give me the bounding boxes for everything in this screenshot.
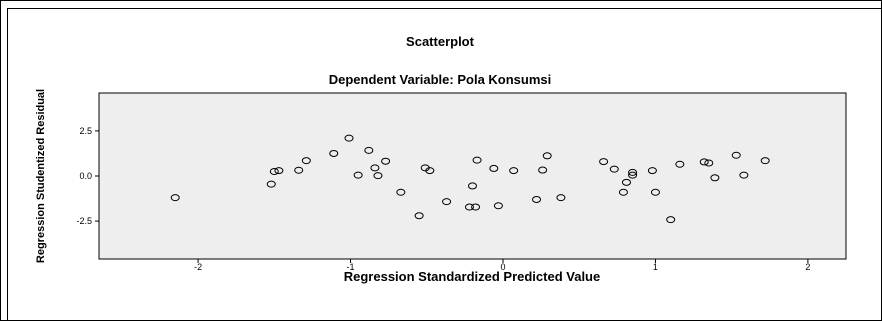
scatter-point	[489, 164, 499, 172]
scatter-point	[468, 182, 477, 190]
figure-inner-top-border	[7, 8, 881, 9]
scatter-point	[266, 180, 276, 188]
scatter-point	[353, 171, 363, 179]
scatter-point	[294, 166, 304, 174]
scatter-point	[414, 212, 424, 220]
scatter-point	[628, 171, 638, 179]
scatter-point	[301, 157, 311, 165]
figure-inner-left-border	[7, 8, 8, 320]
data-points	[170, 134, 770, 224]
scatter-point	[381, 157, 391, 165]
scatter-point	[464, 203, 474, 211]
x-tick-label: 1	[653, 262, 658, 272]
scatter-point	[344, 134, 354, 142]
scatter-point	[538, 166, 548, 174]
chart-title: Scatterplot	[406, 34, 475, 49]
scatter-point	[396, 188, 406, 196]
scatter-point	[647, 167, 657, 175]
scatter-point	[532, 195, 542, 203]
plot-area	[98, 92, 847, 260]
scatter-point	[699, 158, 709, 166]
x-tick-label: 2	[805, 262, 810, 272]
scatter-point	[329, 149, 339, 157]
scatter-point	[509, 167, 519, 175]
scatter-point	[274, 167, 284, 175]
scatter-point	[472, 156, 482, 164]
scatter-point	[599, 158, 609, 166]
scatter-point	[364, 146, 374, 154]
scatter-point	[621, 178, 631, 186]
scatter-point	[425, 167, 435, 175]
scatter-point	[269, 167, 279, 175]
scatter-point	[370, 164, 380, 172]
x-tick-label: 0	[500, 262, 505, 272]
scatter-point	[471, 203, 481, 211]
y-tick-label: -2.5	[76, 216, 92, 226]
scatter-point	[675, 160, 685, 168]
scatter-point	[493, 202, 503, 210]
axis-ticks: -2 -1 0 1 2 2.5 0.0 -2.5	[76, 126, 810, 272]
scatter-point	[666, 216, 676, 224]
scatter-point	[628, 168, 638, 176]
y-axis-label: Regression Studentized Residual	[35, 89, 47, 263]
scatter-point	[760, 157, 770, 165]
x-tick-label: -1	[347, 262, 355, 272]
scatter-point	[739, 171, 749, 179]
scatter-point	[170, 194, 180, 202]
chart-subtitle: Dependent Variable: Pola Konsumsi	[329, 72, 552, 87]
x-axis-label: Regression Standardized Predicted Value	[344, 269, 600, 284]
scatter-point	[442, 198, 452, 206]
scatter-point	[542, 152, 552, 160]
scatter-point	[731, 151, 741, 159]
scatter-point	[373, 172, 383, 180]
scatter-point	[710, 174, 720, 182]
scatter-point	[650, 188, 660, 196]
y-tick-label: 2.5	[79, 126, 92, 136]
scatter-point	[704, 159, 714, 167]
scatter-point	[618, 188, 628, 196]
y-tick-label: 0.0	[79, 171, 92, 181]
scatter-point	[609, 165, 619, 173]
scatter-point	[556, 194, 566, 202]
x-tick-label: -2	[194, 262, 202, 272]
